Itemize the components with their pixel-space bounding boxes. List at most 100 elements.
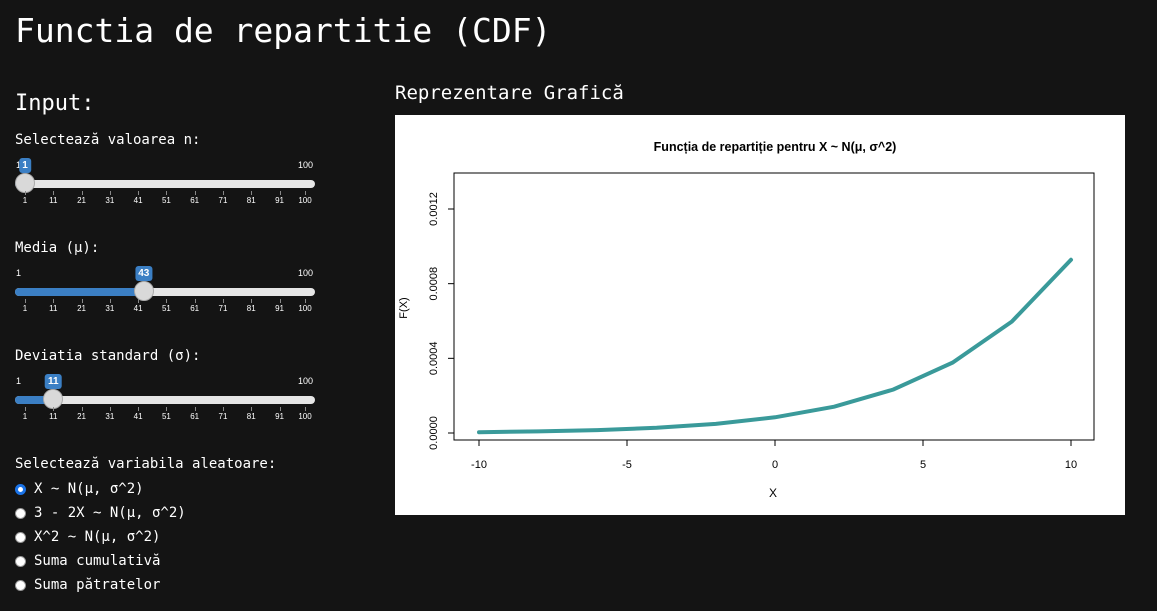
- chart-title: Funcția de repartiție pentru X ~ N(μ, σ^…: [654, 140, 897, 154]
- slider-tick-mark: [53, 191, 55, 195]
- radio-button[interactable]: [15, 579, 26, 591]
- slider-tick-label: 81: [246, 412, 256, 421]
- slider-tick-label: 71: [218, 412, 228, 421]
- slider-ticks: 1 11 21 31 41 51 61 71 81 91 100: [15, 407, 315, 424]
- input-heading: Input:: [15, 91, 95, 116]
- y-axis-label: F(X): [398, 297, 410, 318]
- slider-n-label: Selectează valoarea n:: [15, 132, 201, 148]
- slider-tick-mark: [53, 407, 55, 411]
- slider-tick-label: 51: [161, 412, 171, 421]
- slider-tick-mark: [81, 299, 83, 303]
- slider-tick-mark: [279, 407, 281, 411]
- radio-option[interactable]: 3 - 2X ~ N(μ, σ^2): [15, 501, 186, 525]
- slider-tick-label: 1: [22, 196, 28, 205]
- slider-max-label: 100: [297, 268, 313, 278]
- radio-option[interactable]: Suma cumulativă: [15, 549, 186, 573]
- slider-tick-mark: [279, 191, 281, 195]
- slider-tick-mark: [53, 299, 55, 303]
- slider-min-label: 1: [16, 268, 22, 278]
- slider-tick-mark: [279, 299, 281, 303]
- slider-tick-mark: [251, 407, 253, 411]
- slider-ticks: 1 11 21 31 41 51 61 71 81 91 100: [15, 191, 315, 208]
- slider-tick-mark: [194, 299, 196, 303]
- slider-value-bubble: 11: [44, 374, 62, 389]
- y-tick-label: 0.0012: [428, 192, 440, 226]
- slider-track[interactable]: [15, 288, 315, 296]
- slider-tick-mark: [109, 407, 111, 411]
- slider-tick-mark: [166, 191, 168, 195]
- slider-sigma[interactable]: 1 100 11 1 11 21 31 41 51 61 71 81 91 100: [15, 374, 315, 436]
- slider-tick-label: 100: [298, 196, 312, 205]
- slider-tick-label: 11: [49, 412, 58, 421]
- slider-tick-label: 100: [298, 304, 312, 313]
- slider-tick-mark: [222, 191, 224, 195]
- radio-label: Suma cumulativă: [34, 553, 161, 569]
- slider-tick-label: 91: [275, 304, 284, 313]
- slider-mu[interactable]: 1 100 43 1 11 21 31 41 51 61 71 81 91 100: [15, 266, 315, 328]
- slider-tick-label: 41: [133, 412, 143, 421]
- radio-button[interactable]: [15, 531, 26, 543]
- slider-tick-mark: [109, 299, 111, 303]
- slider-tick-label: 21: [77, 304, 87, 313]
- slider-tick-label: 100: [298, 412, 312, 421]
- radio-button[interactable]: [15, 507, 26, 519]
- radio-label: X ~ N(μ, σ^2): [34, 481, 144, 497]
- y-tick-label: 0.0000: [428, 416, 440, 450]
- slider-fill: [15, 396, 54, 404]
- x-tick-label: -5: [622, 459, 632, 471]
- slider-track[interactable]: [15, 396, 315, 404]
- slider-tick-mark: [138, 299, 140, 303]
- cdf-chart: Funcția de repartiție pentru X ~ N(μ, σ^…: [398, 140, 1095, 500]
- slider-tick-label: 1: [22, 412, 28, 421]
- slider-track[interactable]: [15, 180, 315, 188]
- slider-tick-mark: [305, 299, 306, 303]
- slider-tick-mark: [251, 191, 253, 195]
- slider-tick-mark: [138, 407, 140, 411]
- slider-n[interactable]: 110011112131415161718191100: [15, 158, 315, 220]
- slider-tick-mark: [166, 407, 168, 411]
- slider-max-label: 100: [297, 160, 313, 170]
- slider-tick-mark: [222, 407, 224, 411]
- slider-tick-label: 31: [105, 196, 115, 205]
- plot-panel: Funcția de repartiție pentru X ~ N(μ, σ^…: [395, 115, 1125, 515]
- slider-tick-mark: [25, 299, 26, 303]
- page-title: Functia de repartitie (CDF): [15, 11, 552, 50]
- slider-tick-label: 81: [246, 304, 256, 313]
- x-tick-label: 5: [920, 459, 926, 471]
- slider-tick-label: 61: [190, 412, 200, 421]
- plot-frame: [453, 172, 1095, 441]
- radio-option[interactable]: X^2 ~ N(μ, σ^2): [15, 525, 186, 549]
- slider-tick-label: 71: [218, 196, 228, 205]
- slider-min-label: 1: [16, 160, 21, 170]
- slider-tick-label: 31: [105, 304, 115, 313]
- slider-tick-label: 21: [77, 196, 87, 205]
- y-tick-label: 0.0008: [428, 267, 440, 301]
- slider-tick-mark: [81, 407, 83, 411]
- slider-tick-label: 11: [49, 196, 58, 205]
- slider-mu-label: Media (μ):: [15, 240, 100, 256]
- radio-label: 3 - 2X ~ N(μ, σ^2): [34, 505, 186, 521]
- slider-ticks: 1 11 21 31 41 51 61 71 81 91 100: [15, 299, 315, 316]
- y-tick-label: 0.0004: [428, 342, 440, 376]
- slider-tick-label: 41: [133, 196, 143, 205]
- radio-button[interactable]: [15, 555, 26, 567]
- slider-fill: [15, 288, 144, 296]
- x-tick-label: -10: [471, 459, 487, 471]
- slider-tick-label: 71: [218, 304, 228, 313]
- slider-tick-label: 51: [161, 304, 171, 313]
- variable-label: Selectează variabila aleatoare:: [15, 456, 277, 472]
- radio-option[interactable]: X ~ N(μ, σ^2): [15, 477, 186, 501]
- slider-tick-label: 61: [190, 304, 200, 313]
- slider-tick-mark: [109, 191, 111, 195]
- slider-handle[interactable]: [15, 173, 35, 193]
- x-tick-label: 10: [1065, 459, 1077, 471]
- slider-tick-mark: [305, 407, 306, 411]
- radio-option[interactable]: Suma pătratelor: [15, 573, 186, 597]
- x-axis-label: X: [769, 486, 777, 500]
- slider-tick-label: 31: [105, 412, 115, 421]
- slider-handle[interactable]: [133, 281, 154, 301]
- radio-button[interactable]: [15, 483, 26, 495]
- radio-label: X^2 ~ N(μ, σ^2): [34, 529, 161, 545]
- slider-handle[interactable]: [43, 389, 64, 409]
- slider-tick-label: 51: [161, 196, 171, 205]
